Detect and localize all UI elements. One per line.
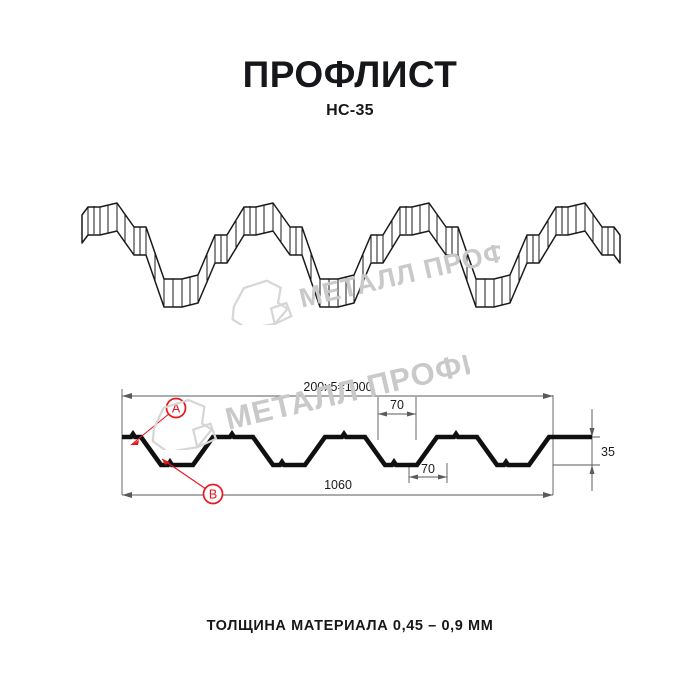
dimension-bottom-flange: 70: [409, 462, 447, 480]
callout-b-circle: [202, 483, 224, 505]
callout-a-label: A: [172, 402, 181, 416]
dimension-height-label: 35: [601, 445, 615, 459]
cross-section-svg: 200x5=1000 70 70 35: [121, 380, 615, 505]
page-title: ПРОФЛИСТ: [242, 54, 458, 95]
dimension-overall-width: 1060: [122, 478, 553, 498]
isometric-sheet-svg: [81, 202, 621, 308]
profile-outline: [122, 429, 592, 468]
dimension-bottom-flange-label: 70: [421, 462, 435, 476]
dimension-top-flange: 70: [378, 398, 416, 417]
dimension-pitch: 200x5=1000: [122, 380, 553, 399]
callout-b-label: B: [209, 488, 217, 502]
cross-section-view: 200x5=1000 70 70 35: [0, 355, 700, 520]
dimension-overall-width-label: 1060: [324, 478, 352, 492]
material-thickness-note: ТОЛЩИНА МАТЕРИАЛА 0,45 – 0,9 ММ: [206, 618, 494, 634]
isometric-view: [60, 175, 640, 320]
callout-a: A: [130, 397, 187, 446]
product-model-label: НС-35: [326, 102, 374, 119]
witness-lines: [121, 389, 600, 495]
dimension-pitch-label: 200x5=1000: [303, 380, 372, 394]
callout-b: B: [161, 458, 224, 505]
dimension-top-flange-label: 70: [390, 398, 404, 412]
dimension-height: 35: [589, 411, 615, 491]
